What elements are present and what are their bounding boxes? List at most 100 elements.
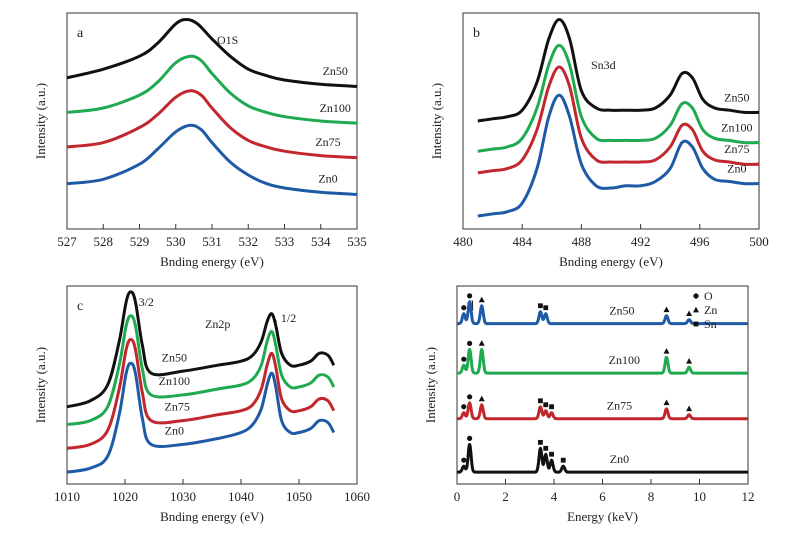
peak-marker-zn	[686, 405, 693, 412]
series-line-zn100	[66, 54, 358, 125]
y-axis-label: Intensity (a.u.)	[423, 347, 438, 423]
peak-marker-sn	[543, 402, 549, 408]
series-label: Zn75	[315, 135, 340, 149]
series-label: Zn50	[323, 64, 348, 78]
x-tick-label: 12	[742, 489, 755, 504]
peak-marker-o	[467, 435, 473, 441]
panel-b: 480 484 488 492 496 500 Bnding energy (eV) Inte…	[429, 12, 769, 269]
x-axis-label: Energy (keV)	[567, 509, 638, 524]
series-line-zn100	[66, 314, 336, 427]
peak-marker-zn	[478, 395, 485, 402]
series-label: Zn75	[724, 142, 749, 156]
legend-marker-sn	[693, 321, 699, 327]
x-tick-label: 532	[239, 234, 259, 249]
x-tick-label: 492	[631, 234, 651, 249]
series-line-zn50	[66, 290, 336, 409]
x-tick-label: 484	[512, 234, 532, 249]
x-tick-label: 8	[648, 489, 655, 504]
series-line-zn0	[456, 442, 749, 474]
series-line-zn50	[456, 300, 749, 326]
x-tick-label: 2	[502, 489, 509, 504]
x-tick-label: 1060	[344, 489, 370, 504]
series-label: Zn75	[607, 399, 632, 413]
series-line-zn50	[66, 18, 358, 88]
x-axis-label: Bnding energy (eV)	[160, 509, 264, 524]
series-label: Zn100	[320, 101, 351, 115]
panel-a: 527 528 529 530 531 532 533 534 535 Bnding energy…	[33, 12, 367, 269]
series-label: Zn75	[165, 400, 190, 414]
x-tick-label: 488	[572, 234, 592, 249]
x-tick-label: 533	[275, 234, 295, 249]
peak-label: . 1/2	[275, 311, 296, 325]
peak-marker-o	[467, 340, 473, 346]
series-label: Zn50	[609, 304, 634, 318]
y-axis-label: Intensity (a.u.)	[33, 347, 48, 423]
x-tick-label: 10	[693, 489, 706, 504]
spectrum-annotation: Sn3d	[591, 58, 616, 72]
x-tick-label: 496	[690, 234, 710, 249]
x-axis-label: Bnding energy (eV)	[559, 254, 663, 269]
series-label: Zn0	[727, 162, 746, 176]
peak-marker-sn	[538, 439, 543, 445]
spectrum-annotation: Zn2p	[205, 317, 230, 331]
peak-marker-sn	[538, 303, 543, 309]
peak-marker-zn	[478, 296, 485, 303]
peak-marker-zn	[686, 357, 693, 364]
peak-marker-zn	[686, 310, 693, 317]
peak-marker-sn	[560, 457, 566, 463]
y-axis-label: Intensity (a.u.)	[33, 83, 48, 159]
spectrum-annotation: O1S	[217, 33, 238, 47]
peak-marker-zn	[663, 348, 670, 354]
legend-marker-zn	[693, 306, 699, 313]
plot-frame	[462, 12, 760, 230]
x-tick-label: 534	[311, 234, 331, 249]
peak-marker-sn	[538, 398, 543, 404]
series-line-zn75	[456, 401, 749, 421]
series-label: Zn50	[724, 90, 749, 104]
peak-marker-sn	[549, 451, 554, 457]
series-label: Zn0	[165, 423, 184, 437]
series-line-zn100	[456, 347, 749, 375]
x-tick-label: 527	[57, 234, 77, 249]
peak-marker-zn	[663, 306, 670, 313]
peak-marker-sn	[549, 404, 554, 410]
x-tick-label: 480	[453, 234, 473, 249]
series-label: Zn0	[610, 452, 629, 466]
x-tick-label: 530	[166, 234, 186, 249]
x-axis-label: Bnding energy (eV)	[160, 254, 264, 269]
peak-label: 3/2	[139, 295, 154, 309]
x-tick-label: 0	[454, 489, 461, 504]
plot-frame	[66, 285, 358, 485]
series-line-zn75	[66, 338, 336, 450]
series-label: Zn0	[318, 172, 337, 186]
peak-marker-sn	[543, 445, 549, 451]
peak-marker-o	[461, 404, 467, 410]
x-tick-label: 1050	[286, 489, 312, 504]
x-tick-label: 529	[130, 234, 150, 249]
legend-label: Zn	[704, 303, 717, 317]
series-label: Zn50	[162, 351, 187, 365]
peak-marker-o	[467, 394, 473, 400]
series-label: Zn100	[721, 121, 752, 135]
peak-marker-o	[461, 457, 467, 463]
x-tick-label: 535	[347, 234, 367, 249]
panel-letter: b	[473, 26, 480, 41]
legend-label: Sn	[704, 317, 717, 331]
x-tick-label: 531	[202, 234, 222, 249]
series-line-zn0	[66, 361, 336, 474]
y-axis-label: Intensity (a.u.)	[429, 83, 444, 159]
series-label: Zn100	[609, 353, 640, 367]
panel-c: 1010 1020 1030 1040 1050 1060 Bnding energy (e…	[33, 285, 370, 524]
x-tick-label: 1040	[228, 489, 254, 504]
x-tick-label: 6	[599, 489, 606, 504]
series-line-zn50	[477, 18, 760, 123]
legend-marker-o	[693, 293, 699, 299]
series-line-zn0	[477, 93, 760, 218]
peak-marker-zn	[663, 399, 670, 406]
x-tick-label: 4	[551, 489, 558, 504]
peak-marker-o	[461, 305, 467, 311]
series-label: Zn100	[159, 374, 190, 388]
